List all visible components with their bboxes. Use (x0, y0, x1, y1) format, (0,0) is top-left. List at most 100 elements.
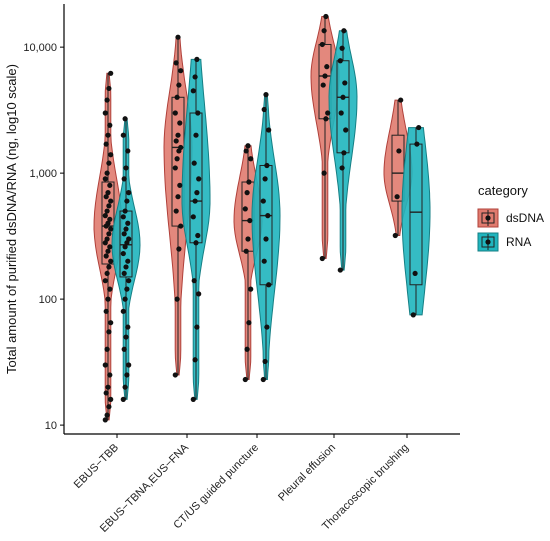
data-point (124, 198, 130, 204)
data-point (196, 291, 202, 297)
data-point (192, 357, 198, 363)
legend: category dsDNA RNA (477, 183, 544, 252)
data-point (178, 144, 184, 151)
data-point (191, 278, 197, 284)
data-point (108, 396, 114, 402)
data-point (191, 160, 197, 166)
data-point (108, 70, 114, 76)
data-point (194, 324, 200, 330)
data-point (121, 231, 127, 237)
y-axis-title: Total amount of purified dsDNA/RNA (ng, … (4, 64, 19, 374)
data-point (319, 255, 325, 262)
data-point (174, 94, 180, 100)
data-point (322, 73, 328, 79)
data-point (104, 208, 110, 214)
data-point (176, 246, 182, 252)
data-point (107, 216, 113, 222)
data-point (248, 156, 254, 162)
data-point (242, 376, 248, 383)
data-point (107, 122, 113, 128)
data-point (245, 143, 251, 149)
data-point (105, 296, 111, 302)
data-point (321, 28, 327, 34)
legend-swatch-box (481, 212, 495, 224)
data-point (105, 132, 111, 138)
data-point (123, 334, 129, 340)
data-point (193, 132, 199, 138)
data-point (265, 213, 271, 219)
data-point (321, 170, 327, 176)
data-point (262, 358, 268, 365)
data-point (190, 88, 196, 94)
data-point (105, 190, 111, 196)
data-point (247, 217, 253, 224)
data-point (260, 198, 266, 204)
data-point (120, 132, 126, 138)
y-tick-label: 100 (39, 294, 57, 306)
data-point (121, 270, 127, 277)
data-point (108, 258, 114, 264)
data-point (193, 240, 199, 246)
data-point (108, 320, 114, 326)
x-tick-label: Thoracoscopic brushing (320, 442, 411, 533)
data-point (107, 286, 113, 292)
y-tick-label: 10,000 (23, 42, 57, 54)
data-point (244, 346, 250, 352)
data-point (108, 198, 114, 204)
data-point (264, 324, 270, 330)
data-point (266, 282, 272, 288)
data-point (196, 176, 202, 182)
data-point (248, 286, 254, 292)
data-point (173, 208, 179, 214)
data-point (341, 150, 347, 156)
data-point (394, 194, 400, 200)
data-point (320, 82, 326, 88)
data-point (107, 182, 113, 188)
data-point (243, 148, 249, 154)
data-point (174, 296, 180, 302)
y-tick-label: 1,000 (29, 168, 57, 180)
data-point (262, 176, 268, 182)
data-point (410, 312, 416, 318)
data-point (104, 270, 110, 277)
data-point (176, 82, 182, 88)
data-point (102, 417, 108, 423)
data-point (175, 194, 181, 200)
data-point (123, 226, 129, 232)
data-point (325, 110, 331, 116)
violin-rna (401, 127, 431, 316)
data-point (263, 236, 269, 242)
data-point (122, 116, 128, 122)
data-point (105, 220, 111, 226)
data-point (337, 267, 343, 273)
data-point (122, 244, 128, 250)
data-point (102, 362, 108, 368)
data-point (178, 223, 184, 229)
data-point (190, 214, 196, 220)
data-point (172, 372, 178, 378)
data-point (104, 412, 110, 418)
data-point (264, 162, 270, 169)
data-point (412, 270, 418, 277)
data-point (174, 156, 180, 162)
data-point (242, 206, 248, 212)
data-point (126, 362, 132, 368)
data-point (106, 85, 112, 92)
data-point (106, 203, 112, 209)
data-point (263, 92, 269, 98)
data-point (177, 120, 183, 126)
data-point (337, 58, 343, 64)
data-point (126, 278, 132, 284)
data-point (175, 132, 181, 138)
data-point (243, 248, 249, 254)
data-point (106, 160, 112, 166)
data-point (194, 190, 200, 196)
data-point (125, 148, 131, 154)
data-point (124, 372, 130, 378)
legend-title: category (478, 183, 528, 198)
data-point (123, 165, 129, 171)
data-point (342, 80, 348, 86)
data-point (123, 264, 129, 270)
data-point (245, 236, 251, 242)
